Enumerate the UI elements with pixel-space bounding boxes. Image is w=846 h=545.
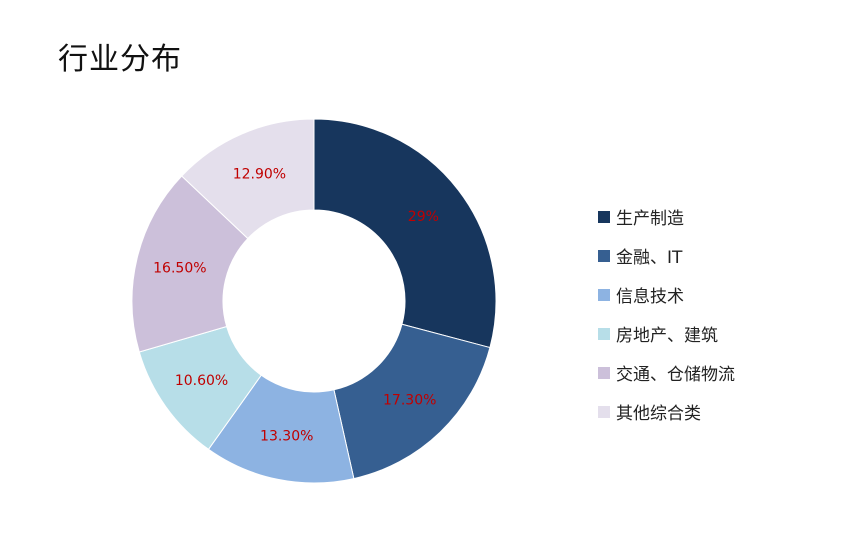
legend-label: 信息技术 [616, 287, 684, 307]
donut-slice [313, 118, 497, 349]
slice-data-label: 17.30% [383, 392, 436, 408]
slice-data-label: 12.90% [233, 166, 286, 182]
donut-slice [333, 323, 491, 480]
legend-item: 生产制造 [598, 197, 735, 236]
legend-item: 交通、仓储物流 [598, 353, 735, 392]
page-title: 行业分布 [58, 42, 182, 77]
legend-swatch [598, 249, 610, 262]
legend-label: 其他综合类 [616, 404, 701, 424]
legend-label: 房地产、建筑 [616, 326, 718, 346]
slice-data-label: 29% [408, 209, 439, 225]
slice-data-label: 10.60% [175, 373, 228, 389]
legend-swatch [598, 405, 610, 418]
legend-swatch [598, 366, 610, 379]
legend-item: 房地产、建筑 [598, 314, 735, 353]
legend-label: 生产制造 [616, 209, 684, 229]
donut-slices [131, 118, 497, 484]
legend-swatch [598, 288, 610, 301]
slice-data-label: 16.50% [153, 261, 206, 277]
legend-item: 其他综合类 [598, 392, 735, 431]
legend-swatch [598, 210, 610, 223]
legend-item: 信息技术 [598, 275, 735, 314]
legend-swatch [598, 327, 610, 340]
chart-legend: 生产制造金融、IT 信息技术房地产、建筑 交通、仓储物流 其他综合类 [598, 197, 735, 431]
legend-item: 金融、IT [598, 236, 735, 275]
donut-slice [131, 175, 249, 353]
slice-data-label: 13.30% [260, 428, 313, 444]
legend-label: 金融、IT [616, 248, 683, 268]
legend-label: 交通、仓储物流 [616, 365, 735, 385]
donut-slice-labels: 29% 17.30% 13.30% 10.60% 16.50% 12.90% [153, 166, 439, 444]
donut-slice [180, 118, 315, 240]
